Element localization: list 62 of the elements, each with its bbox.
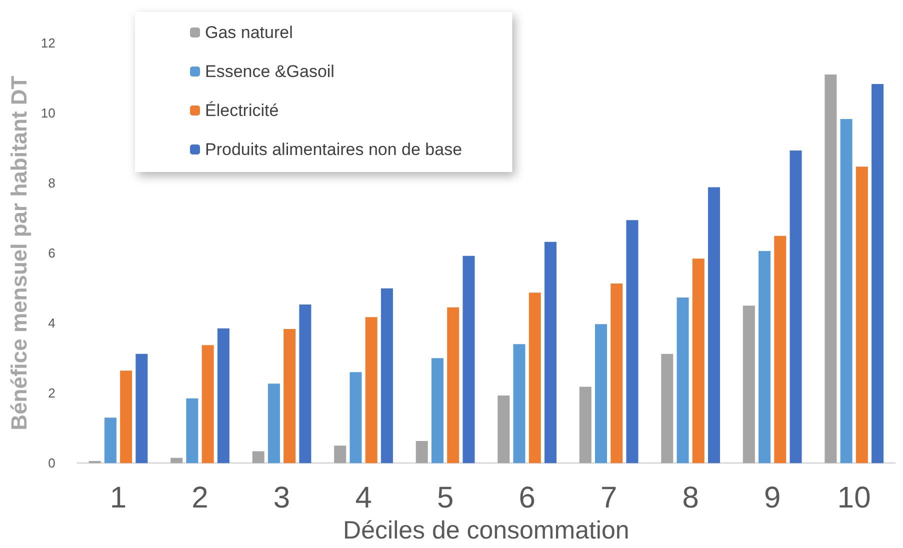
bar <box>872 84 884 464</box>
x-tick-label: 8 <box>682 482 699 515</box>
bar <box>431 358 444 464</box>
bar <box>299 304 312 464</box>
bar <box>544 242 556 464</box>
bar <box>202 345 214 464</box>
bar <box>661 354 674 464</box>
x-tick-label: 5 <box>436 482 454 515</box>
x-tick-label: 6 <box>518 482 536 515</box>
bar <box>742 306 755 464</box>
x-tick-label: 4 <box>355 482 372 515</box>
bar <box>758 250 771 464</box>
bar <box>676 298 689 464</box>
bar <box>186 398 198 464</box>
bar <box>840 118 852 464</box>
bar <box>692 258 704 464</box>
bar <box>104 418 116 464</box>
bar <box>824 74 837 464</box>
bar <box>498 396 510 464</box>
bar <box>790 150 802 464</box>
x-tick-label: 9 <box>764 482 781 515</box>
legend-label: Électricité <box>205 101 279 120</box>
bar <box>774 236 786 464</box>
bar <box>626 220 638 464</box>
y-tick-label: 8 <box>48 176 56 191</box>
legend-label: Gas naturel <box>205 23 293 42</box>
bar <box>120 370 132 464</box>
x-tick-label: 10 <box>837 482 871 515</box>
legend-label: Produits alimentaires non de base <box>205 140 462 159</box>
x-tick-label: 1 <box>110 482 127 515</box>
y-tick-label: 2 <box>48 386 56 401</box>
bar <box>380 288 393 464</box>
x-tick-label: 7 <box>600 482 618 515</box>
bar <box>416 441 428 464</box>
y-tick-label: 6 <box>48 246 56 261</box>
y-tick-label: 12 <box>40 36 56 50</box>
bar <box>217 328 230 464</box>
bar <box>513 344 526 464</box>
y-tick-label: 0 <box>48 456 56 471</box>
bar <box>447 307 460 464</box>
bar <box>856 166 868 464</box>
legend-label: Essence &Gasoil <box>205 62 334 81</box>
y-axis-title: Bénéfice mensuel par habitant DT <box>6 75 32 430</box>
bar <box>365 317 378 464</box>
bar <box>284 329 296 464</box>
x-axis-title: Déciles de consommation <box>343 516 630 544</box>
x-tick-label: 3 <box>273 482 290 515</box>
y-tick-label: 4 <box>48 316 56 331</box>
bar <box>268 384 280 464</box>
x-tick-label: 2 <box>192 482 208 515</box>
bar <box>334 446 346 464</box>
y-tick-label: 10 <box>40 106 56 121</box>
bar <box>136 354 148 464</box>
bar <box>462 256 475 464</box>
bar <box>252 451 264 464</box>
bar <box>170 458 183 464</box>
bar <box>528 292 541 464</box>
bar <box>708 187 720 464</box>
bar <box>610 284 623 464</box>
bar <box>595 324 608 464</box>
bar <box>579 386 592 464</box>
bar <box>350 372 362 464</box>
